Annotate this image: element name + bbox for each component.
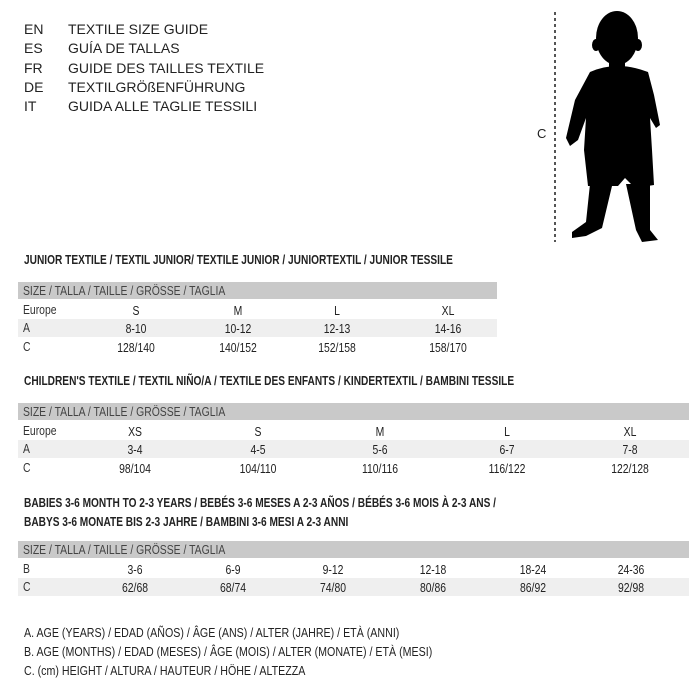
- table-header-label: SIZE / TALLA / TAILLE / GRÖSSE / TAGLIA: [23, 404, 226, 419]
- cell: 62/68: [121, 580, 149, 595]
- babies-section-title-line2: BABYS 3-6 MONATE BIS 2-3 JAHRE / BAMBINI…: [24, 514, 349, 529]
- cell: XL: [623, 424, 637, 439]
- lang-title: GUIDE DES TAILLES TEXTILE: [68, 60, 265, 76]
- lang-code: FR: [24, 60, 43, 76]
- table-row: Europe XS S M L XL: [18, 422, 689, 440]
- lang-code: ES: [24, 40, 43, 56]
- table-header: SIZE / TALLA / TAILLE / GRÖSSE / TAGLIA: [18, 282, 497, 299]
- lang-title: TEXTILE SIZE GUIDE: [68, 21, 209, 37]
- cell: 12-18: [419, 562, 447, 577]
- cell: 86/92: [519, 580, 547, 595]
- row-label: C: [23, 579, 31, 594]
- table-header: SIZE / TALLA / TAILLE / GRÖSSE / TAGLIA: [18, 403, 689, 420]
- cell: 10-12: [224, 321, 252, 336]
- cell: 110/116: [361, 461, 399, 476]
- cell: 9-12: [322, 562, 344, 577]
- cell: 122/128: [611, 461, 649, 476]
- cell: 12-13: [323, 321, 351, 336]
- cell: 140/152: [219, 340, 257, 355]
- row-label: A: [23, 441, 30, 456]
- row-label: B: [23, 561, 30, 576]
- row-label: Europe: [23, 302, 57, 317]
- legend-a: A. AGE (YEARS) / EDAD (AÑOS) / ÂGE (ANS)…: [24, 625, 400, 640]
- cell: 6-7: [499, 442, 515, 457]
- cell: 14-16: [434, 321, 462, 336]
- cell: 98/104: [119, 461, 151, 476]
- cell: 3-6: [127, 562, 143, 577]
- lang-code: DE: [24, 79, 44, 95]
- child-silhouette-icon: [554, 11, 660, 242]
- cell: S: [254, 424, 262, 439]
- row-label: A: [23, 320, 30, 335]
- table-row: C 128/140 140/152 152/158 158/170: [18, 338, 497, 356]
- table-row: Europe S M L XL: [18, 301, 497, 319]
- cell: M: [375, 424, 385, 439]
- cell: 74/80: [319, 580, 347, 595]
- cell: XL: [441, 303, 455, 318]
- table-row: A 8-10 10-12 12-13 14-16: [18, 319, 497, 337]
- cell: 18-24: [519, 562, 547, 577]
- table-header-label: SIZE / TALLA / TAILLE / GRÖSSE / TAGLIA: [23, 542, 226, 557]
- lang-code: IT: [24, 98, 37, 114]
- cell: S: [132, 303, 140, 318]
- cell: 152/158: [318, 340, 356, 355]
- cell: 80/86: [419, 580, 447, 595]
- cell: 116/122: [488, 461, 526, 476]
- lang-title: GUIDA ALLE TAGLIE TESSILI: [68, 98, 258, 114]
- cell: 8-10: [125, 321, 147, 336]
- table-header: SIZE / TALLA / TAILLE / GRÖSSE / TAGLIA: [18, 541, 689, 558]
- legend-b: B. AGE (MONTHS) / EDAD (MESES) / ÂGE (MO…: [24, 644, 433, 659]
- cell: 3-4: [127, 442, 143, 457]
- cell: 6-9: [225, 562, 241, 577]
- table-row: C 62/68 68/74 74/80 80/86 86/92 92/98: [18, 578, 689, 596]
- table-row: A 3-4 4-5 5-6 6-7 7-8: [18, 440, 689, 458]
- children-section-title: CHILDREN'S TEXTILE / TEXTIL NIÑO/A / TEX…: [24, 373, 515, 388]
- cell: 92/98: [617, 580, 645, 595]
- cell: 24-36: [617, 562, 645, 577]
- table-header-label: SIZE / TALLA / TAILLE / GRÖSSE / TAGLIA: [23, 283, 226, 298]
- cell: 104/110: [239, 461, 277, 476]
- cell: 68/74: [219, 580, 247, 595]
- legend-c: C. (cm) HEIGHT / ALTURA / HAUTEUR / HÖHE…: [24, 663, 306, 678]
- row-label: C: [23, 460, 31, 475]
- cell: M: [233, 303, 243, 318]
- cell: 128/140: [117, 340, 155, 355]
- lang-code: EN: [24, 21, 44, 37]
- cell: L: [504, 424, 510, 439]
- lang-title: GUÍA DE TALLAS: [68, 40, 180, 56]
- cell: 5-6: [372, 442, 388, 457]
- babies-section-title-line1: BABIES 3-6 MONTH TO 2-3 YEARS / BEBÉS 3-…: [24, 495, 496, 510]
- table-row: C 98/104 104/110 110/116 116/122 122/128: [18, 459, 689, 477]
- cell: XS: [128, 424, 142, 439]
- height-measure-label: C: [537, 126, 547, 141]
- cell: 4-5: [250, 442, 266, 457]
- table-row: B 3-6 6-9 9-12 12-18 18-24 24-36: [18, 560, 689, 578]
- junior-section-title: JUNIOR TEXTILE / TEXTIL JUNIOR/ TEXTILE …: [24, 252, 453, 267]
- lang-title: TEXTILGRÖßENFÜHRUNG: [68, 79, 246, 95]
- cell: 7-8: [622, 442, 638, 457]
- row-label: Europe: [23, 423, 57, 438]
- cell: 158/170: [429, 340, 467, 355]
- row-label: C: [23, 339, 31, 354]
- cell: L: [334, 303, 340, 318]
